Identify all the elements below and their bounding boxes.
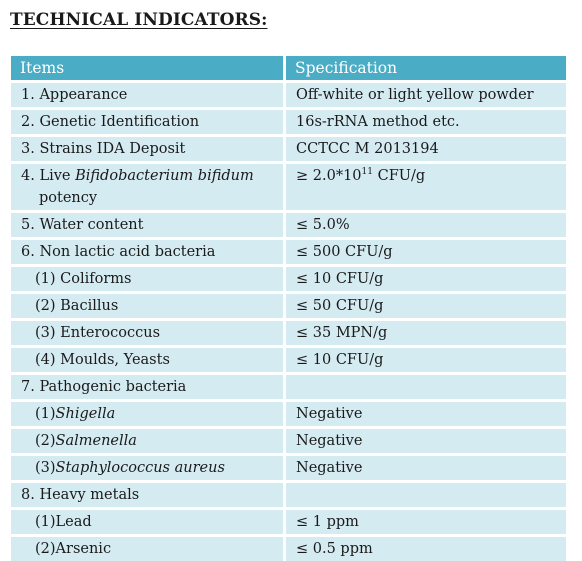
column-header-specification: Specification bbox=[286, 56, 566, 80]
spec-cell bbox=[286, 480, 566, 507]
technical-indicators-table: Items Specification 1. Appearance Off-wh… bbox=[11, 56, 566, 561]
spec-cell: Off-white or light yellow powder bbox=[286, 80, 566, 107]
table-row: 7. Pathogenic bacteria bbox=[11, 372, 566, 399]
table-row: (1) Coliforms ≤ 10 CFU/g bbox=[11, 264, 566, 291]
spec-cell: ≤ 10 CFU/g bbox=[286, 345, 566, 372]
spec-cell: Negative bbox=[286, 426, 566, 453]
spec-prefix: ≥ 2.0*10 bbox=[296, 168, 362, 184]
table-row: 4. Live Bifidobacterium bifidum potency ≥… bbox=[11, 161, 566, 210]
item-number: (1) bbox=[35, 406, 56, 422]
spec-cell: CCTCC M 2013194 bbox=[286, 134, 566, 161]
section-heading: TECHNICAL INDICATORS: bbox=[10, 10, 268, 30]
item-species-name: Staphylococcus aureus bbox=[55, 460, 225, 476]
spec-cell: ≤ 50 CFU/g bbox=[286, 291, 566, 318]
spec-unit: CFU/g bbox=[372, 168, 426, 184]
table-row: 1. Appearance Off-white or light yellow … bbox=[11, 80, 566, 107]
item-cell: (1) Coliforms bbox=[11, 264, 286, 291]
item-cell: (2)Salmenella bbox=[11, 426, 286, 453]
table-row: 5. Water content ≤ 5.0% bbox=[11, 210, 566, 237]
table-row: 3. Strains IDA Deposit CCTCC M 2013194 bbox=[11, 134, 566, 161]
spec-cell: ≤ 35 MPN/g bbox=[286, 318, 566, 345]
table-header-row: Items Specification bbox=[11, 56, 566, 80]
table-row: (2) Bacillus ≤ 50 CFU/g bbox=[11, 291, 566, 318]
table-row: (2)Arsenic ≤ 0.5 ppm bbox=[11, 534, 566, 561]
item-cell: (3) Enterococcus bbox=[11, 318, 286, 345]
item-cell: 6. Non lactic acid bacteria bbox=[11, 237, 286, 264]
spec-cell: Negative bbox=[286, 453, 566, 480]
spec-cell: ≤ 500 CFU/g bbox=[286, 237, 566, 264]
item-cell: 8. Heavy metals bbox=[11, 480, 286, 507]
item-prefix: 4. Live bbox=[21, 168, 76, 184]
table-row: 6. Non lactic acid bacteria ≤ 500 CFU/g bbox=[11, 237, 566, 264]
spec-cell: ≥ 2.0*1011 CFU/g bbox=[286, 161, 566, 210]
spec-cell: Negative bbox=[286, 399, 566, 426]
table-row: (3)Staphylococcus aureus Negative bbox=[11, 453, 566, 480]
column-header-items: Items bbox=[11, 56, 286, 80]
item-species-name: Bifidobacterium bifidum bbox=[75, 168, 254, 184]
item-cell: (2)Arsenic bbox=[11, 534, 286, 561]
spec-cell: ≤ 10 CFU/g bbox=[286, 264, 566, 291]
spec-cell: 16s-rRNA method etc. bbox=[286, 107, 566, 134]
spec-exponent: 11 bbox=[361, 167, 373, 177]
spec-cell: ≤ 0.5 ppm bbox=[286, 534, 566, 561]
item-cell: (1)Shigella bbox=[11, 399, 286, 426]
item-cell: (1)Lead bbox=[11, 507, 286, 534]
item-continuation: potency bbox=[39, 190, 98, 206]
item-cell: (4) Moulds, Yeasts bbox=[11, 345, 286, 372]
table-row: (2)Salmenella Negative bbox=[11, 426, 566, 453]
spec-cell bbox=[286, 372, 566, 399]
item-cell: 7. Pathogenic bacteria bbox=[11, 372, 286, 399]
item-number: (2) bbox=[35, 433, 56, 449]
spec-cell: ≤ 1 ppm bbox=[286, 507, 566, 534]
item-cell: 1. Appearance bbox=[11, 80, 286, 107]
table-row: (1)Shigella Negative bbox=[11, 399, 566, 426]
item-cell: 4. Live Bifidobacterium bifidum potency bbox=[11, 161, 286, 210]
table-row: (3) Enterococcus ≤ 35 MPN/g bbox=[11, 318, 566, 345]
spec-cell: ≤ 5.0% bbox=[286, 210, 566, 237]
table-row: 8. Heavy metals bbox=[11, 480, 566, 507]
item-cell: 5. Water content bbox=[11, 210, 286, 237]
item-number: (3) bbox=[35, 460, 56, 476]
item-cell: 2. Genetic Identification bbox=[11, 107, 286, 134]
item-species-name: Salmenella bbox=[55, 433, 137, 449]
table-row: 2. Genetic Identification 16s-rRNA metho… bbox=[11, 107, 566, 134]
item-species-name: Shigella bbox=[55, 406, 116, 422]
item-cell: (3)Staphylococcus aureus bbox=[11, 453, 286, 480]
item-cell: 3. Strains IDA Deposit bbox=[11, 134, 286, 161]
item-cell: (2) Bacillus bbox=[11, 291, 286, 318]
table-row: (1)Lead ≤ 1 ppm bbox=[11, 507, 566, 534]
table-row: (4) Moulds, Yeasts ≤ 10 CFU/g bbox=[11, 345, 566, 372]
